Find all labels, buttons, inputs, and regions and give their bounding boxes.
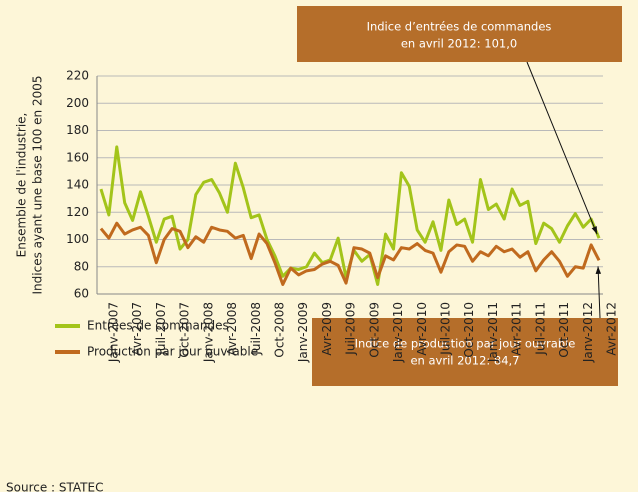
x-tick-label: Juil-2009	[344, 302, 358, 356]
legend-label: Entrées de commandes	[87, 319, 229, 333]
x-tick-label: Avr-2011	[510, 302, 524, 356]
x-tick-label: Janv-2007	[106, 302, 120, 363]
y-axis-label: Indices ayant une base 100 en 2005	[31, 76, 45, 295]
y-tick-label: 200	[66, 96, 89, 110]
x-tick-label: Oct-2010	[462, 302, 476, 358]
x-tick-label: Juil-2007	[154, 302, 168, 356]
annotation-text: Indice de production par jour ouvrable	[355, 337, 576, 351]
y-tick-label: 180	[66, 123, 89, 137]
x-tick-label: Oct-2011	[557, 302, 571, 358]
x-tick-label: Avr-2007	[130, 302, 144, 356]
x-tick-label: Juil-2010	[439, 302, 453, 356]
x-tick-label: Janv-2008	[201, 302, 215, 363]
series-line	[99, 221, 601, 286]
x-tick-label: Avr-2010	[415, 302, 429, 356]
annotation-arrow	[597, 266, 601, 319]
legend-label: Production par jour ouvrable	[87, 345, 258, 359]
x-tick-label: Avr-2008	[225, 302, 239, 356]
x-tick-label: Avr-2012	[605, 302, 619, 356]
y-tick-label: 220	[66, 69, 89, 83]
annotation-arrow	[526, 61, 598, 235]
y-tick-label: 60	[74, 287, 89, 301]
y-tick-label: 80	[74, 259, 89, 273]
annotation-text: en avril 2012: 84,7	[410, 354, 519, 368]
x-tick-label: Janv-2011	[486, 302, 500, 363]
y-tick-label: 140	[66, 178, 89, 192]
annotation-text: Indice d’entrées de commandes	[367, 20, 552, 34]
annotation-box	[297, 6, 622, 62]
x-tick-label: Janv-2009	[296, 302, 310, 363]
x-tick-label: Avr-2009	[320, 302, 334, 356]
y-tick-label: 160	[66, 150, 89, 164]
x-tick-label: Oct-2008	[272, 302, 286, 358]
y-axis-label: Ensemble de l'industrie,	[15, 113, 29, 258]
x-tick-label: Juil-2008	[249, 302, 263, 356]
x-tick-label: Janv-2010	[391, 302, 405, 363]
annotation-text: en avril 2012: 101,0	[401, 37, 517, 51]
x-tick-label: Janv-2012	[581, 302, 595, 363]
arrow-head	[595, 266, 602, 274]
y-tick-label: 100	[66, 232, 89, 246]
y-tick-label: 120	[66, 205, 89, 219]
arrow-head	[591, 226, 598, 235]
x-tick-label: Oct-2009	[367, 302, 381, 358]
x-tick-label: Oct-2007	[178, 302, 192, 358]
annotation-box	[312, 318, 618, 386]
source: Source : STATEC	[6, 481, 103, 492]
x-tick-label: Juil-2011	[533, 302, 547, 356]
